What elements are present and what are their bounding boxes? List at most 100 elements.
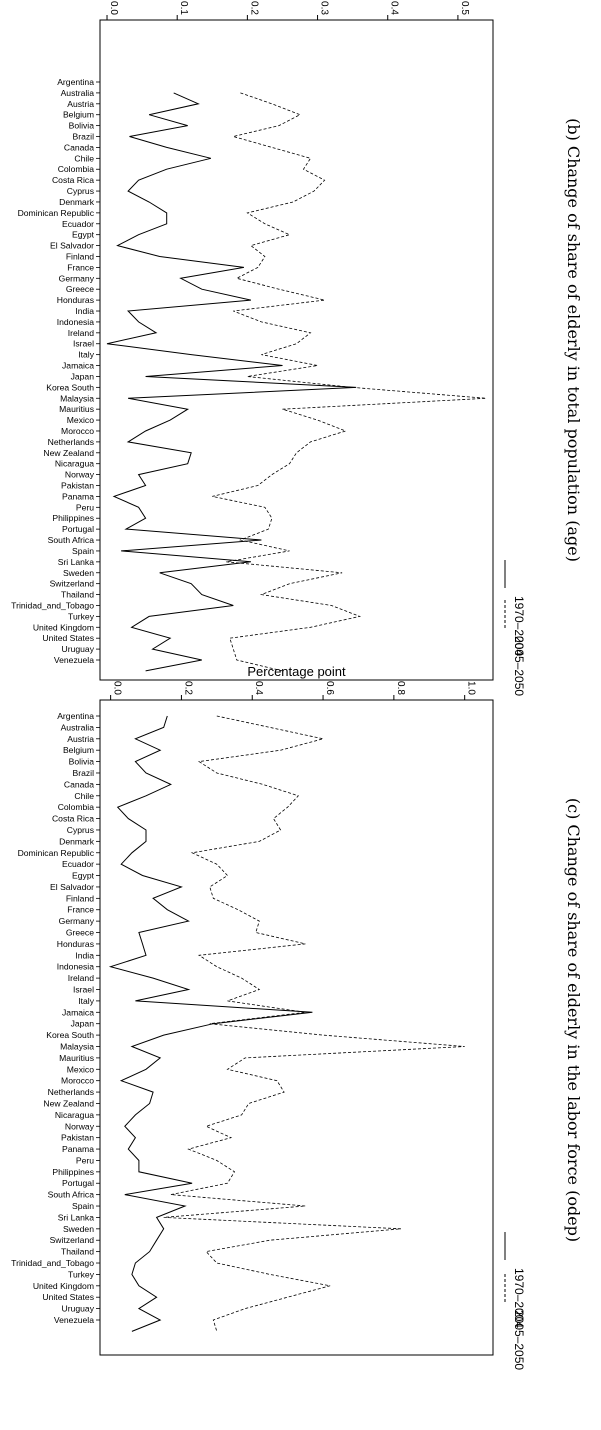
category-label: Denmark <box>59 836 95 846</box>
category-label: Denmark <box>59 197 95 207</box>
series-line-1970-2004 <box>108 715 313 1332</box>
value-tick-label: 0.0 <box>108 1 119 15</box>
value-tick-label: 0.5 <box>459 1 470 15</box>
category-label: Brazil <box>73 768 95 778</box>
category-label: South Africa <box>48 535 95 545</box>
category-label: Japan <box>71 1019 95 1029</box>
category-label: Portugal <box>62 1178 94 1188</box>
category-label: Greece <box>66 928 94 938</box>
category-label: Greece <box>66 284 94 294</box>
category-label: Sweden <box>63 1224 94 1234</box>
panel-caption: (b) Change of share of elderly in total … <box>564 118 583 562</box>
category-label: Finland <box>66 251 94 261</box>
category-label: Malaysia <box>60 393 94 403</box>
category-label: Spain <box>72 546 94 556</box>
category-label: Mauritius <box>59 1053 94 1063</box>
category-label: Germany <box>59 916 95 926</box>
category-label: India <box>75 950 94 960</box>
category-label: Honduras <box>57 295 94 305</box>
category-label: India <box>75 306 94 316</box>
category-label: Norway <box>65 1121 95 1131</box>
category-label: Israel <box>73 339 94 349</box>
category-label: Belgium <box>63 745 94 755</box>
category-label: Sri Lanka <box>58 1212 95 1222</box>
category-label: Indonesia <box>57 317 94 327</box>
category-label: Germany <box>59 273 95 283</box>
category-label: Panama <box>62 491 94 501</box>
category-label: Thailand <box>61 590 94 600</box>
category-label: Bolivia <box>69 757 95 767</box>
value-tick-label: 0.6 <box>324 681 335 695</box>
category-label: Indonesia <box>57 962 94 972</box>
legend-label: 2005–2050 <box>512 1310 526 1370</box>
category-label: Austria <box>67 99 94 109</box>
value-tick-label: 0.0 <box>112 681 123 695</box>
chart-panel-1: 0.0 0.2 0.4 0.6 0.8 1.0 Percentage point Argent… <box>11 664 583 1370</box>
category-label: Jamaica <box>62 1007 94 1017</box>
category-label: Thailand <box>61 1247 94 1257</box>
category-label: Switzerland <box>50 1235 95 1245</box>
value-tick-label: 0.2 <box>182 681 193 695</box>
category-label: Nicaragua <box>55 1110 94 1120</box>
category-label: Australia <box>61 88 95 98</box>
category-label: Mexico <box>67 1064 94 1074</box>
category-label: Austria <box>67 734 94 744</box>
value-tick-label: 0.3 <box>319 1 330 15</box>
category-label: Netherlands <box>48 1087 94 1097</box>
category-label: Dominican Republic <box>18 848 95 858</box>
plot-frame <box>99 699 494 1356</box>
category-label: Australia <box>61 722 95 732</box>
category-label: Nicaragua <box>55 459 94 469</box>
category-label: Brazil <box>73 132 95 142</box>
value-tick-label: 1.0 <box>466 681 477 695</box>
category-label: Peru <box>76 1155 94 1165</box>
category-label: Ireland <box>68 973 94 983</box>
category-label: Philippines <box>52 513 94 523</box>
category-label: Korea South <box>46 382 94 392</box>
series-line-2005-2050 <box>212 92 487 672</box>
category-label: Italy <box>78 350 94 360</box>
category-label: United States <box>42 633 94 643</box>
category-label: Philippines <box>52 1167 94 1177</box>
category-label: Chile <box>74 153 94 163</box>
category-label: Malaysia <box>60 1041 94 1051</box>
category-label: Canada <box>64 142 94 152</box>
category-label: Turkey <box>68 1269 95 1279</box>
value-tick-label: 0.1 <box>178 1 189 15</box>
category-label: France <box>67 262 94 272</box>
category-label: Netherlands <box>48 437 94 447</box>
category-label: Pakistan <box>61 1133 94 1143</box>
value-tick-label: 0.2 <box>248 1 259 15</box>
category-label: Jamaica <box>62 361 94 371</box>
category-label: Morocco <box>61 1076 94 1086</box>
category-label: Mauritius <box>59 404 94 414</box>
category-label: Honduras <box>57 939 94 949</box>
category-label: Panama <box>62 1144 94 1154</box>
category-label: Argentina <box>57 711 94 721</box>
category-label: El Salvador <box>50 882 94 892</box>
category-label: Costa Rica <box>52 814 94 824</box>
category-label: Argentina <box>57 77 94 87</box>
category-label: Ecuador <box>62 859 94 869</box>
category-label: Cyprus <box>67 186 94 196</box>
category-label: Egypt <box>72 230 95 240</box>
category-label: Uruguay <box>62 1304 95 1314</box>
category-label: Venezuela <box>54 1315 94 1325</box>
category-label: Canada <box>64 779 94 789</box>
panel-caption: (c) Change of share of elderly in the la… <box>564 798 583 1242</box>
category-label: Colombia <box>58 802 95 812</box>
legend-label: 2005–2050 <box>512 636 526 696</box>
category-label: Italy <box>78 996 94 1006</box>
chart-panel-0: 0.0 0.1 0.2 0.3 0.4 0.5 Percentage point Argent… <box>11 1 583 696</box>
category-label: Trinidad_and_Tobago <box>11 1258 94 1268</box>
category-label: France <box>67 905 94 915</box>
value-tick-label: 0.4 <box>253 681 264 695</box>
category-label: United Kingdom <box>33 1281 94 1291</box>
category-label: Israel <box>73 985 94 995</box>
category-label: Cyprus <box>67 825 94 835</box>
category-label: South Africa <box>48 1190 95 1200</box>
category-label: Costa Rica <box>52 175 94 185</box>
